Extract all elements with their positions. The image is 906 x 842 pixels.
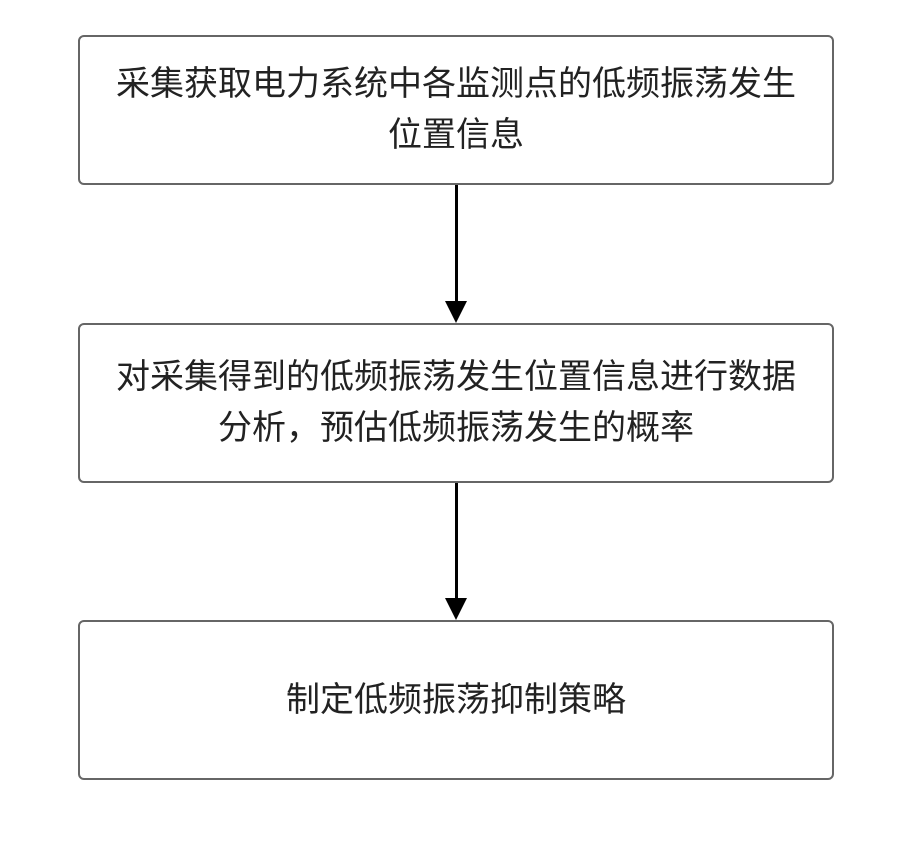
flow-node-label: 制定低频振荡抑制策略	[286, 675, 626, 726]
flow-node-collect: 采集获取电力系统中各监测点的低频振荡发生位置信息	[78, 35, 834, 185]
flow-arrow-head-icon	[445, 598, 467, 620]
flow-arrow-line	[455, 483, 458, 598]
flow-arrow-head-icon	[445, 301, 467, 323]
flow-node-label: 对采集得到的低频振荡发生位置信息进行数据分析，预估低频振荡发生的概率	[100, 352, 812, 454]
flow-node-label: 采集获取电力系统中各监测点的低频振荡发生位置信息	[100, 59, 812, 161]
flow-arrow-line	[455, 185, 458, 301]
flow-node-strategy: 制定低频振荡抑制策略	[78, 620, 834, 780]
flowchart-container: 采集获取电力系统中各监测点的低频振荡发生位置信息 对采集得到的低频振荡发生位置信…	[0, 0, 906, 842]
flow-node-analyze: 对采集得到的低频振荡发生位置信息进行数据分析，预估低频振荡发生的概率	[78, 323, 834, 483]
